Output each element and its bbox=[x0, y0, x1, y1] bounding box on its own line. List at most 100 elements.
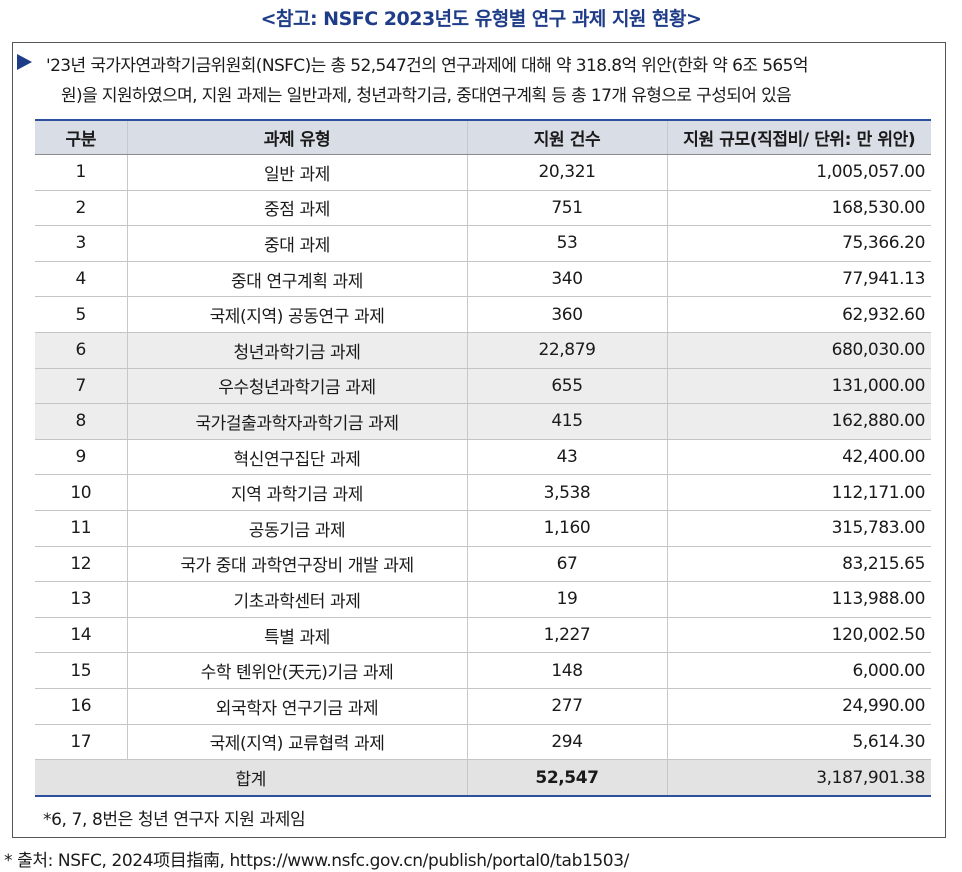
table-total-row: 합계 52,547 3,187,901.38 bbox=[35, 759, 931, 798]
row-type: 청년과학기금 과제 bbox=[126, 332, 467, 369]
row-count: 751 bbox=[466, 190, 667, 227]
table-row: 15 수학 톈위안(天元)기금 과제 148 6,000.00 bbox=[35, 652, 931, 689]
total-count: 52,547 bbox=[466, 759, 667, 798]
row-amount: 162,880.00 bbox=[666, 403, 931, 440]
header-type: 과제 유형 bbox=[126, 119, 467, 155]
row-amount: 680,030.00 bbox=[666, 332, 931, 369]
row-no: 14 bbox=[35, 617, 127, 654]
row-no: 7 bbox=[35, 368, 127, 405]
row-amount: 24,990.00 bbox=[666, 688, 931, 725]
row-count: 360 bbox=[466, 296, 667, 333]
row-amount: 112,171.00 bbox=[666, 474, 931, 511]
row-type: 기초과학센터 과제 bbox=[126, 581, 467, 618]
page-title: <참고: NSFC 2023년도 유형별 연구 과제 지원 현황> bbox=[260, 8, 702, 30]
row-type: 국제(지역) 교류협력 과제 bbox=[126, 724, 467, 761]
row-amount: 113,988.00 bbox=[666, 581, 931, 618]
row-no: 5 bbox=[35, 296, 127, 333]
row-amount: 75,366.20 bbox=[666, 225, 931, 262]
support-table: 구분 과제 유형 지원 건수 지원 규모(직접비/ 단위: 만 위안) 1 일반 … bbox=[35, 119, 931, 798]
row-no: 13 bbox=[35, 581, 127, 618]
row-amount: 83,215.65 bbox=[666, 546, 931, 583]
row-count: 19 bbox=[466, 581, 667, 618]
table-row: 16 외국학자 연구기금 과제 277 24,990.00 bbox=[35, 688, 931, 725]
row-no: 11 bbox=[35, 510, 127, 547]
row-count: 1,160 bbox=[466, 510, 667, 547]
header-count: 지원 건수 bbox=[466, 119, 667, 155]
row-no: 9 bbox=[35, 439, 127, 476]
row-type: 수학 톈위안(天元)기금 과제 bbox=[126, 652, 467, 689]
table-row: 3 중대 과제 53 75,366.20 bbox=[35, 225, 931, 262]
row-type: 국가 중대 과학연구장비 개발 과제 bbox=[126, 546, 467, 583]
table-row: 6 청년과학기금 과제 22,879 680,030.00 bbox=[35, 332, 931, 369]
row-count: 20,321 bbox=[466, 154, 667, 191]
content-box: '23년 국가자연과학기금위원회(NSFC)는 총 52,547건의 연구과제에… bbox=[12, 42, 946, 838]
intro-paragraph: '23년 국가자연과학기금위원회(NSFC)는 총 52,547건의 연구과제에… bbox=[17, 51, 937, 111]
row-count: 53 bbox=[466, 225, 667, 262]
row-no: 2 bbox=[35, 190, 127, 227]
row-amount: 42,400.00 bbox=[666, 439, 931, 476]
row-count: 43 bbox=[466, 439, 667, 476]
row-type: 일반 과제 bbox=[126, 154, 467, 191]
header-amount: 지원 규모(직접비/ 단위: 만 위안) bbox=[666, 119, 931, 155]
arrow-bullet-icon bbox=[17, 54, 32, 70]
row-amount: 1,005,057.00 bbox=[666, 154, 931, 191]
row-type: 중대 과제 bbox=[126, 225, 467, 262]
row-type: 중점 과제 bbox=[126, 190, 467, 227]
table-row: 5 국제(지역) 공동연구 과제 360 62,932.60 bbox=[35, 296, 931, 333]
row-count: 340 bbox=[466, 261, 667, 298]
row-amount: 315,783.00 bbox=[666, 510, 931, 547]
row-type: 혁신연구집단 과제 bbox=[126, 439, 467, 476]
table-row: 11 공동기금 과제 1,160 315,783.00 bbox=[35, 510, 931, 547]
intro-line-1: '23년 국가자연과학기금위원회(NSFC)는 총 52,547건의 연구과제에… bbox=[46, 56, 809, 76]
table-row: 9 혁신연구집단 과제 43 42,400.00 bbox=[35, 439, 931, 476]
table-row: 17 국제(지역) 교류협력 과제 294 5,614.30 bbox=[35, 724, 931, 761]
total-amount: 3,187,901.38 bbox=[666, 759, 931, 798]
row-amount: 62,932.60 bbox=[666, 296, 931, 333]
footnote: *6, 7, 8번은 청년 연구자 지원 과제임 bbox=[43, 810, 306, 830]
row-no: 12 bbox=[35, 546, 127, 583]
row-count: 277 bbox=[466, 688, 667, 725]
row-type: 지역 과학기금 과제 bbox=[126, 474, 467, 511]
row-type: 특별 과제 bbox=[126, 617, 467, 654]
row-count: 655 bbox=[466, 368, 667, 405]
row-count: 148 bbox=[466, 652, 667, 689]
row-type: 국제(지역) 공동연구 과제 bbox=[126, 296, 467, 333]
row-no: 4 bbox=[35, 261, 127, 298]
row-type: 국가걸출과학자과학기금 과제 bbox=[126, 403, 467, 440]
row-no: 16 bbox=[35, 688, 127, 725]
row-no: 10 bbox=[35, 474, 127, 511]
table-row: 1 일반 과제 20,321 1,005,057.00 bbox=[35, 154, 931, 191]
table-row: 7 우수청년과학기금 과제 655 131,000.00 bbox=[35, 368, 931, 405]
row-amount: 120,002.50 bbox=[666, 617, 931, 654]
row-count: 3,538 bbox=[466, 474, 667, 511]
row-type: 우수청년과학기금 과제 bbox=[126, 368, 467, 405]
total-label: 합계 bbox=[35, 759, 467, 798]
row-no: 15 bbox=[35, 652, 127, 689]
table-row: 12 국가 중대 과학연구장비 개발 과제 67 83,215.65 bbox=[35, 546, 931, 583]
row-type: 중대 연구계획 과제 bbox=[126, 261, 467, 298]
table-row: 13 기초과학센터 과제 19 113,988.00 bbox=[35, 581, 931, 618]
row-no: 3 bbox=[35, 225, 127, 262]
row-count: 22,879 bbox=[466, 332, 667, 369]
row-count: 415 bbox=[466, 403, 667, 440]
table-header-row: 구분 과제 유형 지원 건수 지원 규모(직접비/ 단위: 만 위안) bbox=[35, 119, 931, 155]
row-type: 외국학자 연구기금 과제 bbox=[126, 688, 467, 725]
row-amount: 131,000.00 bbox=[666, 368, 931, 405]
row-type: 공동기금 과제 bbox=[126, 510, 467, 547]
row-amount: 168,530.00 bbox=[666, 190, 931, 227]
table-row: 14 특별 과제 1,227 120,002.50 bbox=[35, 617, 931, 654]
intro-line-2: 원)을 지원하였으며, 지원 과제는 일반과제, 청년과학기금, 중대연구계획 … bbox=[61, 86, 792, 106]
header-category: 구분 bbox=[35, 119, 127, 155]
source-note: * 출처: NSFC, 2024项目指南, https://www.nsfc.g… bbox=[4, 851, 629, 871]
row-no: 8 bbox=[35, 403, 127, 440]
table-row: 4 중대 연구계획 과제 340 77,941.13 bbox=[35, 261, 931, 298]
row-amount: 5,614.30 bbox=[666, 724, 931, 761]
table-row: 10 지역 과학기금 과제 3,538 112,171.00 bbox=[35, 474, 931, 511]
row-amount: 77,941.13 bbox=[666, 261, 931, 298]
row-no: 1 bbox=[35, 154, 127, 191]
row-count: 67 bbox=[466, 546, 667, 583]
row-no: 6 bbox=[35, 332, 127, 369]
table-row: 8 국가걸출과학자과학기금 과제 415 162,880.00 bbox=[35, 403, 931, 440]
table-row: 2 중점 과제 751 168,530.00 bbox=[35, 190, 931, 227]
row-amount: 6,000.00 bbox=[666, 652, 931, 689]
